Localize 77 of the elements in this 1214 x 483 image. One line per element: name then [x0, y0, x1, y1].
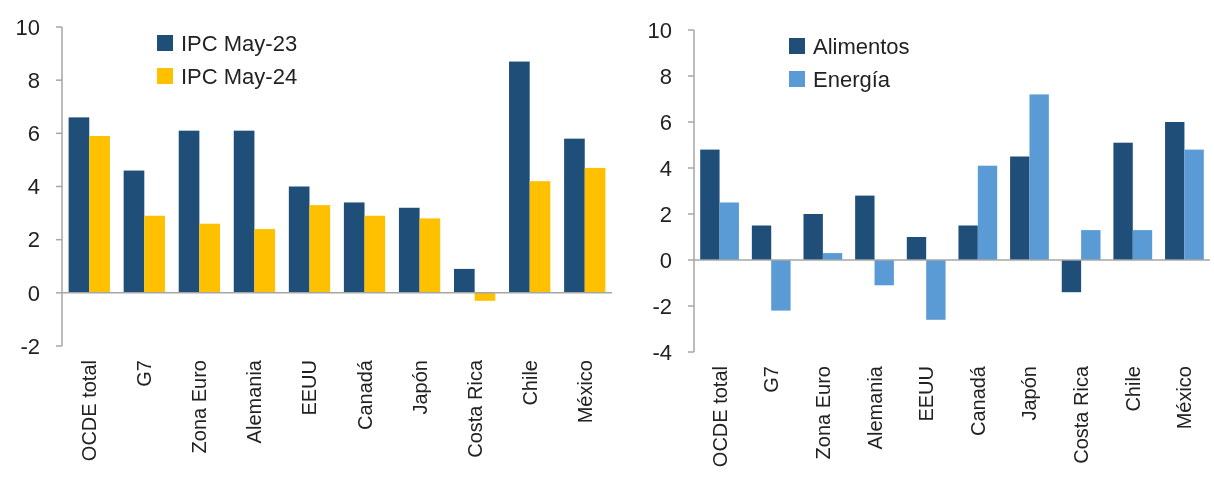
bar: [1081, 230, 1101, 260]
bar: [233, 130, 255, 293]
y-tick-label: -4: [652, 339, 672, 365]
bar: [1029, 94, 1049, 260]
y-tick-label: 8: [659, 63, 672, 89]
y-tick-label: 2: [27, 227, 40, 253]
x-tick-label: México: [1173, 366, 1196, 430]
bar: [719, 202, 739, 260]
bar: [906, 237, 927, 260]
bar: [309, 205, 331, 293]
bar: [564, 138, 585, 293]
bar: [1061, 260, 1082, 293]
bar: [144, 215, 165, 293]
bar: [1010, 156, 1030, 260]
bar: [123, 170, 145, 293]
bar: [1132, 230, 1153, 260]
bar: [771, 260, 791, 311]
x-tick-label: Zona Euro: [188, 360, 211, 454]
bar: [453, 268, 475, 293]
bar: [874, 260, 894, 286]
y-tick-label: 6: [659, 109, 672, 135]
y-tick-label: 4: [659, 155, 672, 181]
bar: [89, 135, 110, 293]
bar: [751, 225, 772, 260]
bar: [509, 61, 530, 293]
bar: [584, 167, 606, 293]
bar: [419, 218, 441, 293]
x-tick-label: Chile: [1121, 366, 1144, 412]
y-tick-label: 4: [27, 174, 40, 200]
bar: [199, 223, 221, 293]
legend-label: Alimentos: [813, 33, 910, 59]
bar: [343, 202, 365, 293]
bar: [288, 186, 310, 293]
x-tick-label: Canadá: [353, 359, 376, 431]
x-tick-label: Costa Rica: [1070, 365, 1093, 464]
y-tick-label: 2: [659, 201, 672, 227]
bar: [1184, 149, 1204, 260]
x-tick-label: G7: [133, 360, 156, 387]
y-tick-label: -2: [20, 333, 40, 359]
bar: [1165, 122, 1185, 260]
x-tick-label: G7: [760, 366, 783, 393]
y-tick-label: 6: [27, 121, 40, 147]
y-tick-label: 8: [27, 67, 40, 93]
x-tick-label: México: [573, 360, 596, 424]
y-tick-label: 10: [15, 14, 40, 40]
legend-label: IPC May-23: [181, 30, 298, 56]
x-tick-label: EEUU: [298, 360, 321, 416]
bar: [254, 229, 276, 293]
bar: [958, 225, 978, 260]
x-tick-label: Costa Rica: [463, 359, 486, 458]
x-tick-label: Japón: [1018, 366, 1041, 421]
x-tick-label: Japón: [408, 360, 431, 415]
bar: [1113, 142, 1133, 260]
bar: [364, 215, 386, 293]
y-tick-label: 0: [27, 280, 40, 306]
x-tick-label: Zona Euro: [811, 366, 834, 460]
legend-label: Energía: [813, 66, 891, 92]
bar: [529, 181, 551, 293]
bar: [977, 165, 998, 260]
y-tick-label: -2: [652, 293, 672, 319]
bar: [803, 214, 823, 260]
x-tick-label: Alemania: [863, 365, 886, 450]
bar: [178, 130, 200, 293]
bar: [68, 117, 90, 293]
x-tick-label: Chile: [518, 360, 541, 406]
legend-label: IPC May-24: [181, 63, 298, 89]
x-tick-label: Alemania: [243, 359, 266, 444]
x-tick-label: OCDE total: [78, 360, 101, 462]
x-tick-label: Canadá: [966, 365, 989, 437]
x-tick-label: OCDE total: [708, 366, 731, 468]
bar: [855, 195, 875, 260]
bar: [700, 149, 720, 260]
y-tick-label: 10: [647, 17, 672, 43]
x-tick-label: EEUU: [915, 366, 938, 422]
y-tick-label: 0: [659, 247, 672, 273]
bar: [926, 260, 946, 320]
bar: [398, 207, 420, 293]
